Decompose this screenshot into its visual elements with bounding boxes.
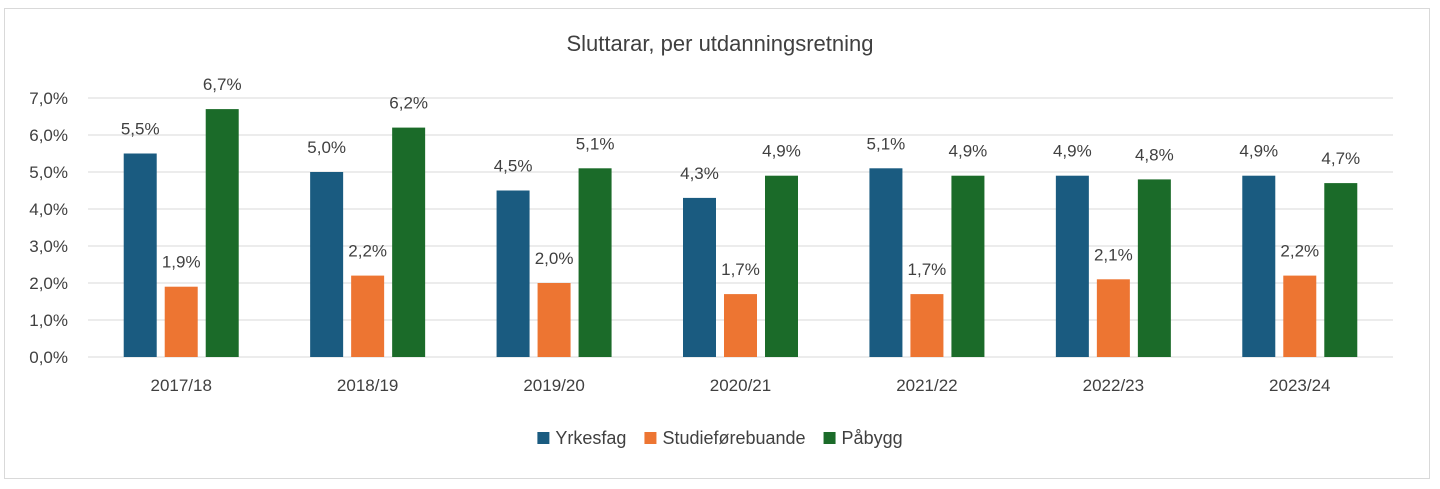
data-label: 4,8% bbox=[1135, 145, 1174, 164]
bar bbox=[1137, 179, 1171, 357]
legend-swatch bbox=[823, 432, 836, 444]
bar bbox=[537, 283, 571, 357]
bar bbox=[910, 294, 944, 357]
y-tick-label: 0,0% bbox=[29, 348, 68, 367]
data-label: 2,2% bbox=[348, 242, 387, 261]
data-label: 5,5% bbox=[121, 120, 160, 139]
gridlines bbox=[88, 97, 1393, 358]
bar bbox=[1096, 279, 1130, 357]
y-tick-label: 3,0% bbox=[29, 237, 68, 256]
data-label: 2,1% bbox=[1094, 245, 1133, 264]
bar bbox=[392, 127, 426, 357]
data-label: 4,5% bbox=[494, 157, 533, 176]
y-tick-label: 6,0% bbox=[29, 126, 68, 145]
y-tick-label: 5,0% bbox=[29, 163, 68, 182]
bar bbox=[123, 153, 157, 357]
data-label: 4,9% bbox=[1053, 142, 1092, 161]
x-tick-label: 2022/23 bbox=[1083, 376, 1144, 395]
legend-swatch bbox=[644, 432, 657, 444]
bar bbox=[578, 168, 612, 357]
y-tick-label: 4,0% bbox=[29, 200, 68, 219]
y-tick-label: 1,0% bbox=[29, 311, 68, 330]
chart-frame bbox=[4, 8, 1430, 479]
bar bbox=[1283, 275, 1317, 357]
legend-swatch bbox=[537, 432, 550, 444]
bar bbox=[869, 168, 903, 357]
data-label: 4,7% bbox=[1321, 149, 1360, 168]
legend-label: Yrkesfag bbox=[555, 428, 626, 448]
bar bbox=[765, 175, 798, 357]
bar bbox=[496, 190, 530, 357]
bars bbox=[123, 109, 1358, 357]
legend: Yrkesfag Studieførebuande Påbygg bbox=[537, 428, 903, 448]
x-tick-label: 2023/24 bbox=[1269, 376, 1330, 395]
chart-title: Sluttarar, per utdanningsretning bbox=[567, 31, 874, 56]
data-label: 6,7% bbox=[203, 75, 242, 94]
x-tick-label: 2020/21 bbox=[710, 376, 771, 395]
bar bbox=[951, 175, 985, 357]
bar bbox=[1055, 175, 1089, 357]
data-label: 4,3% bbox=[680, 164, 719, 183]
legend-label: Påbygg bbox=[842, 428, 903, 448]
data-label: 1,7% bbox=[908, 260, 947, 279]
data-label: 4,9% bbox=[949, 142, 988, 161]
data-label: 6,2% bbox=[389, 94, 428, 113]
data-label: 5,0% bbox=[307, 138, 346, 157]
bar bbox=[205, 109, 239, 357]
y-axis: 0,0% 1,0% 2,0% 3,0% 4,0% 5,0% 6,0% 7,0% bbox=[29, 89, 68, 367]
data-labels: 5,5% 1,9% 6,7% 5,0% 2,2% 6,2% 4,5% 2,0% 5,1% 4,3%… bbox=[121, 75, 1360, 279]
data-label: 1,7% bbox=[721, 260, 760, 279]
bar bbox=[1324, 183, 1358, 357]
data-label: 4,9% bbox=[1239, 142, 1278, 161]
bar bbox=[1242, 175, 1276, 357]
data-label: 4,9% bbox=[762, 142, 801, 161]
bar bbox=[351, 275, 385, 357]
bar bbox=[310, 172, 344, 357]
x-tick-label: 2017/18 bbox=[150, 376, 211, 395]
x-axis: 2017/18 2018/19 2019/20 2020/21 2021/22 2022/… bbox=[150, 376, 1330, 395]
data-label: 5,1% bbox=[576, 134, 615, 153]
data-label: 5,1% bbox=[867, 134, 906, 153]
bar bbox=[164, 286, 198, 357]
bar bbox=[724, 294, 757, 357]
data-label: 2,0% bbox=[535, 249, 574, 268]
x-tick-label: 2018/19 bbox=[337, 376, 398, 395]
y-tick-label: 7,0% bbox=[29, 89, 68, 108]
data-label: 1,9% bbox=[162, 253, 201, 272]
legend-label: Studieførebuande bbox=[662, 428, 805, 448]
data-label: 2,2% bbox=[1280, 242, 1319, 261]
x-tick-label: 2019/20 bbox=[523, 376, 584, 395]
x-tick-label: 2021/22 bbox=[896, 376, 957, 395]
bar bbox=[683, 197, 716, 357]
y-tick-label: 2,0% bbox=[29, 274, 68, 293]
